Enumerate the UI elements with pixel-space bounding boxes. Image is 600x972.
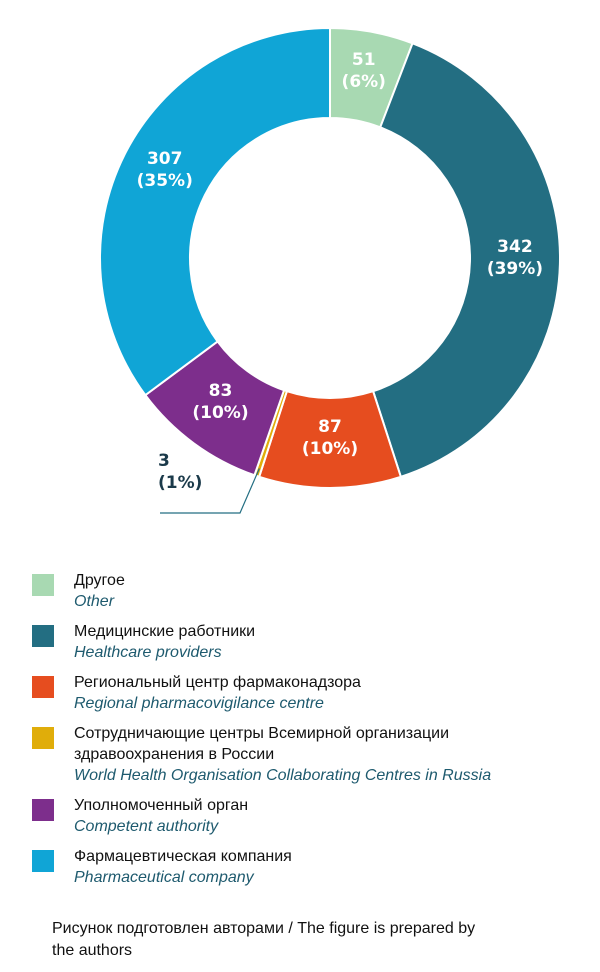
legend-swatch-pharma-company xyxy=(32,850,54,872)
legend-item-other: Другое Other xyxy=(32,570,592,612)
legend-label-ru: Медицинские работники xyxy=(74,623,256,640)
legend-label-ru-line2: здравоохранения в России xyxy=(74,746,275,763)
data-label-regional-centre: 87 (10%) xyxy=(302,417,358,459)
legend-swatch-regional-centre xyxy=(32,676,54,698)
legend-label-ru: Региональный центр фармаконадзора xyxy=(74,674,361,691)
legend-item-who-centres: Сотрудничающие центры Всемирной организа… xyxy=(32,723,592,786)
legend-label-en: Regional pharmacovigilance centre xyxy=(74,695,324,712)
legend-swatch-competent-authority xyxy=(32,799,54,821)
legend-label-en: World Health Organisation Collaborating … xyxy=(74,767,492,784)
legend-item-regional-centre: Региональный центр фармаконадзора Region… xyxy=(32,672,592,714)
legend-swatch-other xyxy=(32,574,54,596)
legend-label-en: Other xyxy=(74,593,115,610)
legend-label-ru: Фармацевтическая компания xyxy=(74,848,292,865)
data-label-healthcare-providers: 342 (39%) xyxy=(487,237,543,279)
leader-line-who-centres xyxy=(160,468,260,514)
slice-healthcare-providers xyxy=(371,42,562,479)
legend-label-ru: Другое xyxy=(74,572,125,589)
legend: Другое Other Медицинские работники Healt… xyxy=(32,570,592,897)
donut-chart: 51 (6%) 342 (39%) 87 (10%) 3 (1%) 83 (10%) 307 (35%… xyxy=(99,26,562,514)
legend-label-ru: Уполномоченный орган xyxy=(74,797,249,814)
legend-item-competent-authority: Уполномоченный орган Competent authority xyxy=(32,795,592,837)
figure-caption: Рисунок подготовлен авторами / The figur… xyxy=(52,918,597,962)
legend-item-healthcare-providers: Медицинские работники Healthcare provide… xyxy=(32,621,592,663)
legend-label-en: Healthcare providers xyxy=(74,644,222,661)
slice-pharma-company xyxy=(99,26,331,397)
legend-swatch-who-centres xyxy=(32,727,54,749)
data-label-other: 51 (6%) xyxy=(342,50,386,92)
legend-swatch-healthcare-providers xyxy=(32,625,54,647)
legend-label-ru: Сотрудничающие центры Всемирной организа… xyxy=(74,725,450,742)
data-label-pharma-company: 307 (35%) xyxy=(137,149,193,191)
data-label-competent-authority: 83 (10%) xyxy=(192,381,248,423)
legend-label-en: Pharmaceutical company xyxy=(74,869,254,886)
caption-line-2: the authors xyxy=(52,942,133,959)
caption-line-1: Рисунок подготовлен авторами / The figur… xyxy=(52,920,476,937)
data-label-who-centres: 3 (1%) xyxy=(158,451,202,493)
legend-label-en: Competent authority xyxy=(74,818,219,835)
legend-item-pharma-company: Фармацевтическая компания Pharmaceutical… xyxy=(32,846,592,888)
